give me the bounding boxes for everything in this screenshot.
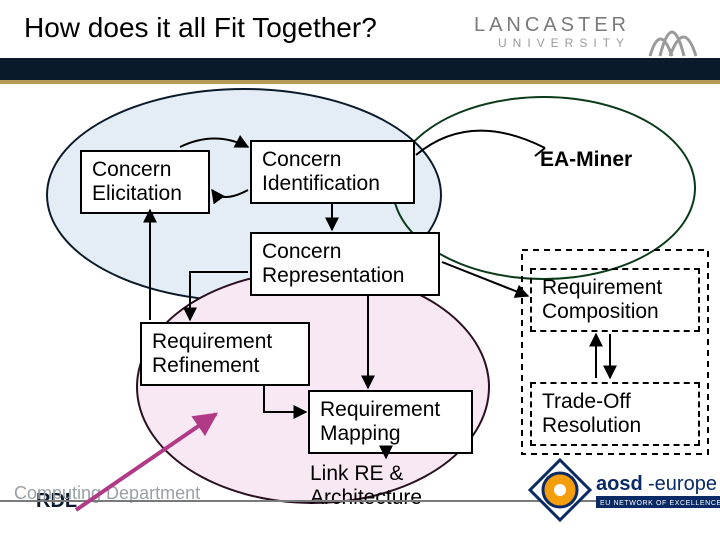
node-line2: Mapping: [320, 422, 461, 446]
page-title: How does it all Fit Together?: [24, 12, 377, 44]
label-ea-miner: EA-Miner: [540, 148, 632, 172]
node-requirement-refinement: Requirement Refinement: [140, 322, 310, 386]
node-line1: Link RE &: [310, 462, 470, 486]
node-line2: Refinement: [152, 354, 298, 378]
node-concern-representation: Concern Representation: [250, 232, 440, 296]
node-requirement-mapping: Requirement Mapping: [308, 390, 473, 454]
node-line2: Representation: [262, 264, 428, 288]
node-line1: Concern: [262, 148, 403, 172]
node-requirement-composition: Requirement Composition: [530, 268, 700, 332]
node-line1: Concern: [92, 158, 198, 182]
slide-root: How does it all Fit Together? LANCASTER …: [0, 0, 720, 540]
node-line2: Identification: [262, 172, 403, 196]
brand-dark-bar: [0, 58, 720, 80]
node-line1: Requirement: [320, 398, 461, 422]
node-line1: Trade-Off: [542, 390, 688, 414]
node-trade-off-resolution: Trade-Off Resolution: [530, 382, 700, 446]
node-link-re-architecture: Link RE & Architecture: [300, 456, 480, 516]
brand-name-bottom: UNIVERSITY: [498, 36, 630, 50]
svg-text:-europe: -europe: [648, 473, 717, 495]
node-line2: Resolution: [542, 414, 688, 438]
node-concern-elicitation: Concern Elicitation: [80, 150, 210, 214]
node-line1: Concern: [262, 240, 428, 264]
lancaster-logo-icon: [650, 32, 696, 56]
node-concern-identification: Concern Identification: [250, 140, 415, 204]
brand-name-top: LANCASTER: [474, 14, 630, 37]
brand-gold-bar: [0, 80, 720, 84]
node-line1: Requirement: [542, 276, 688, 300]
node-line2: Architecture: [310, 486, 470, 510]
svg-text:aosd: aosd: [596, 473, 643, 495]
node-line1: Requirement: [152, 330, 298, 354]
node-line2: Elicitation: [92, 182, 198, 206]
node-line2: Composition: [542, 300, 688, 324]
footer-divider: [0, 500, 720, 502]
aosd-europe-logo-icon: aosd -europe EU NETWORK OF EXCELLENCE: [530, 460, 720, 520]
